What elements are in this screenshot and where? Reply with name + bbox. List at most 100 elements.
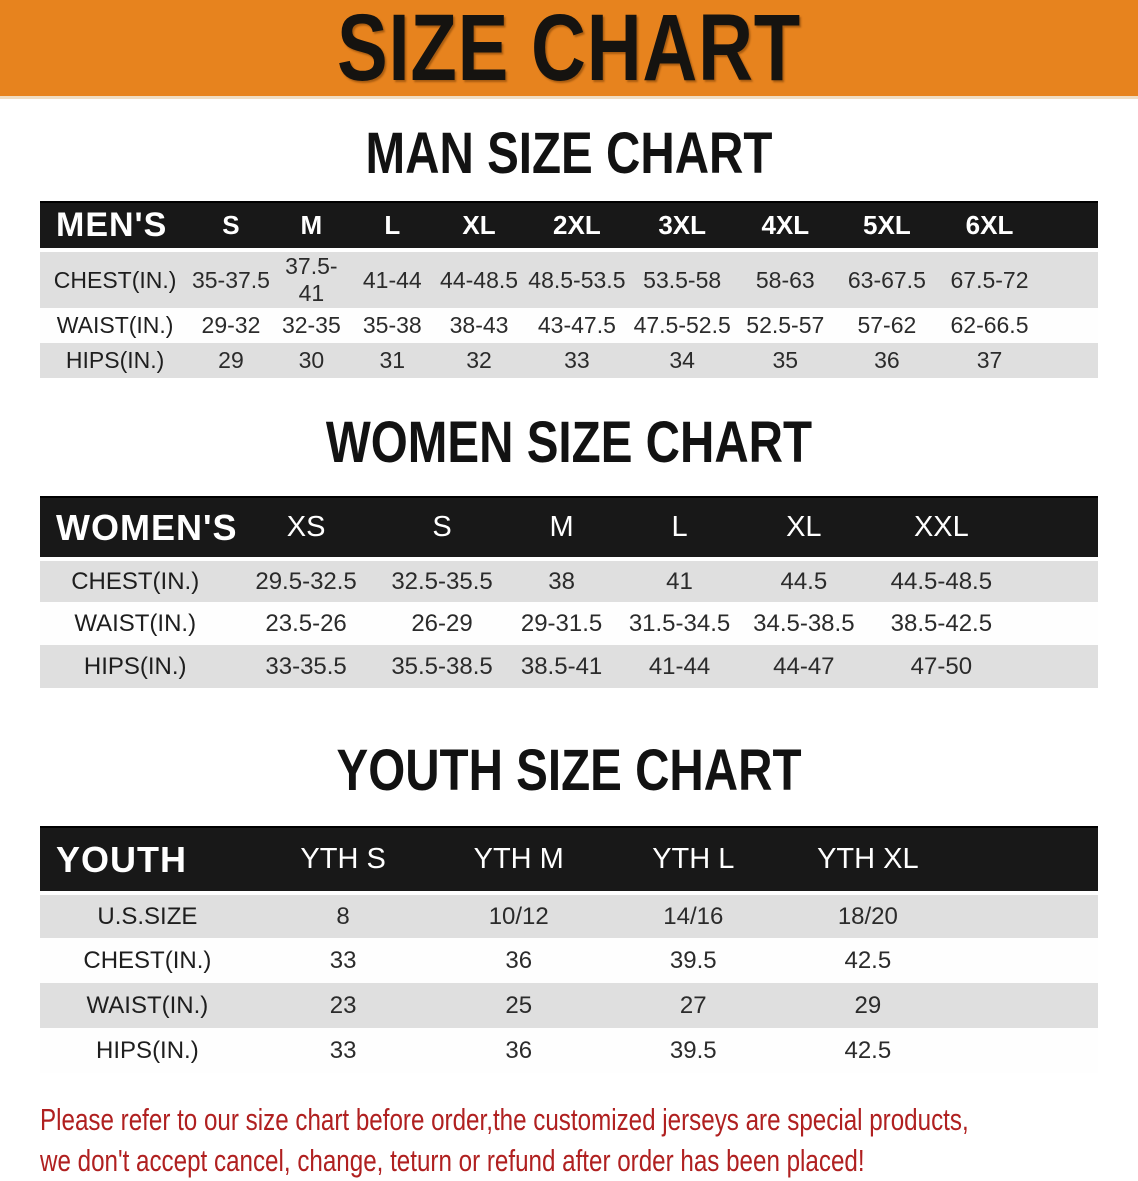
row-spacer xyxy=(1013,645,1098,688)
size-column-header: S xyxy=(381,496,503,559)
size-column-header: XS xyxy=(230,496,382,559)
header-spacer xyxy=(955,826,1098,893)
table-corner-label: MEN'S xyxy=(40,201,191,250)
size-column-header: M xyxy=(271,201,352,250)
row-label: CHEST(IN.) xyxy=(40,248,191,308)
size-value-cell: 47-50 xyxy=(869,645,1014,688)
man-size-chart-heading: MAN SIZE CHART xyxy=(365,121,773,186)
size-column-header: 6XL xyxy=(938,201,1041,250)
size-column-header: 3XL xyxy=(629,201,736,250)
size-column-header: YTH S xyxy=(254,826,432,893)
size-value-cell: 31 xyxy=(351,343,434,378)
size-column-header: YTH XL xyxy=(780,826,956,893)
size-column-header: S xyxy=(190,201,272,250)
table-row: HIPS(IN.) 29 30 31 32 33 34 35 36 37 xyxy=(40,343,1098,378)
size-value-cell: 29 xyxy=(190,343,272,378)
size-value-cell: 35.5-38.5 xyxy=(381,645,503,688)
row-spacer xyxy=(955,891,1098,938)
order-policy-text: Please refer to our size chart before or… xyxy=(40,1099,1138,1181)
table-row: WAIST(IN.) 23 25 27 29 xyxy=(40,983,1098,1028)
size-value-cell: 58-63 xyxy=(735,248,836,308)
size-value-cell: 31.5-34.5 xyxy=(620,602,739,645)
table-row: HIPS(IN.) 33-35.5 35.5-38.5 38.5-41 41-44 44-… xyxy=(40,645,1098,688)
row-spacer xyxy=(1013,602,1098,645)
size-value-cell: 63-67.5 xyxy=(835,248,939,308)
size-value-cell: 36 xyxy=(431,1028,606,1073)
size-value-cell: 38-43 xyxy=(433,308,525,343)
size-value-cell: 36 xyxy=(431,938,606,983)
size-value-cell: 29 xyxy=(780,983,956,1028)
row-label: WAIST(IN.) xyxy=(40,602,231,645)
size-value-cell: 23 xyxy=(254,983,432,1028)
size-value-cell: 38.5-41 xyxy=(502,645,621,688)
table-row: HIPS(IN.) 33 36 39.5 42.5 xyxy=(40,1028,1098,1073)
size-value-cell: 23.5-26 xyxy=(230,602,382,645)
size-value-cell: 44.5-48.5 xyxy=(869,557,1014,602)
size-value-cell: 35 xyxy=(735,343,836,378)
youth-size-table: YOUTH YTH S YTH M YTH L YTH XL U.S.SIZE 8 10/1… xyxy=(40,826,1098,1073)
size-column-header: 5XL xyxy=(835,201,939,250)
size-value-cell: 47.5-52.5 xyxy=(629,308,736,343)
size-value-cell: 8 xyxy=(254,891,432,938)
row-spacer xyxy=(1040,308,1098,343)
size-value-cell: 41-44 xyxy=(351,248,434,308)
size-value-cell: 44-47 xyxy=(738,645,870,688)
size-value-cell: 10/12 xyxy=(431,891,606,938)
size-value-cell: 33 xyxy=(254,938,432,983)
size-value-cell: 42.5 xyxy=(780,938,956,983)
size-column-header: YTH M xyxy=(431,826,606,893)
policy-line-1: Please refer to our size chart before or… xyxy=(40,1102,969,1137)
size-value-cell: 18/20 xyxy=(780,891,956,938)
row-spacer xyxy=(1040,343,1098,378)
row-label: WAIST(IN.) xyxy=(40,983,255,1028)
size-value-cell: 33 xyxy=(524,343,630,378)
size-value-cell: 25 xyxy=(431,983,606,1028)
row-label: CHEST(IN.) xyxy=(40,938,255,983)
size-column-header: XXL xyxy=(869,496,1014,559)
table-row: CHEST(IN.) 35-37.5 37.5-41 41-44 44-48.5 48.5… xyxy=(40,248,1098,308)
size-value-cell: 14/16 xyxy=(606,891,781,938)
row-spacer xyxy=(1040,248,1098,308)
size-value-cell: 41 xyxy=(620,557,739,602)
row-spacer xyxy=(1013,557,1098,602)
size-value-cell: 52.5-57 xyxy=(735,308,836,343)
women-size-table: WOMEN'S XS S M L XL XXL CHEST(IN.) 29.5-32.5 32.… xyxy=(40,496,1098,688)
row-label: HIPS(IN.) xyxy=(40,343,191,378)
size-column-header: XL xyxy=(738,496,870,559)
size-column-header: 4XL xyxy=(735,201,836,250)
size-chart-banner: SIZE CHART xyxy=(0,0,1138,99)
table-row: WAIST(IN.) 29-32 32-35 35-38 38-43 43-47.5 47.… xyxy=(40,308,1098,343)
size-value-cell: 41-44 xyxy=(620,645,739,688)
size-value-cell: 34.5-38.5 xyxy=(738,602,870,645)
women-size-chart-heading: WOMEN SIZE CHART xyxy=(325,410,813,475)
size-value-cell: 35-38 xyxy=(351,308,434,343)
table-corner-label: YOUTH xyxy=(40,826,255,893)
size-column-header: L xyxy=(620,496,739,559)
table-header-row: YOUTH YTH S YTH M YTH L YTH XL xyxy=(40,826,1098,893)
size-value-cell: 26-29 xyxy=(381,602,503,645)
size-value-cell: 48.5-53.5 xyxy=(524,248,630,308)
men-size-table: MEN'S S M L XL 2XL 3XL 4XL 5XL 6XL CHEST(IN.) 35-3… xyxy=(40,201,1098,378)
size-value-cell: 32 xyxy=(433,343,525,378)
size-value-cell: 36 xyxy=(835,343,939,378)
size-value-cell: 29-31.5 xyxy=(502,602,621,645)
size-value-cell: 33-35.5 xyxy=(230,645,382,688)
table-row: U.S.SIZE 8 10/12 14/16 18/20 xyxy=(40,891,1098,938)
table-row: WAIST(IN.) 23.5-26 26-29 29-31.5 31.5-34.5 34… xyxy=(40,602,1098,645)
size-column-header: YTH L xyxy=(606,826,781,893)
row-label: HIPS(IN.) xyxy=(40,645,231,688)
table-row: CHEST(IN.) 29.5-32.5 32.5-35.5 38 41 44.5 44.5… xyxy=(40,557,1098,602)
size-value-cell: 37.5-41 xyxy=(271,248,352,308)
youth-size-chart-heading: YOUTH SIZE CHART xyxy=(336,738,802,803)
row-spacer xyxy=(955,938,1098,983)
size-value-cell: 32-35 xyxy=(271,308,352,343)
size-column-header: M xyxy=(502,496,621,559)
size-value-cell: 62-66.5 xyxy=(938,308,1041,343)
size-value-cell: 35-37.5 xyxy=(190,248,272,308)
section-youth: YOUTH SIZE CHART YOUTH YTH S YTH M YTH L YTH… xyxy=(0,742,1138,1073)
size-value-cell: 39.5 xyxy=(606,938,781,983)
size-value-cell: 44-48.5 xyxy=(433,248,525,308)
size-value-cell: 57-62 xyxy=(835,308,939,343)
size-value-cell: 43-47.5 xyxy=(524,308,630,343)
size-value-cell: 29.5-32.5 xyxy=(230,557,382,602)
